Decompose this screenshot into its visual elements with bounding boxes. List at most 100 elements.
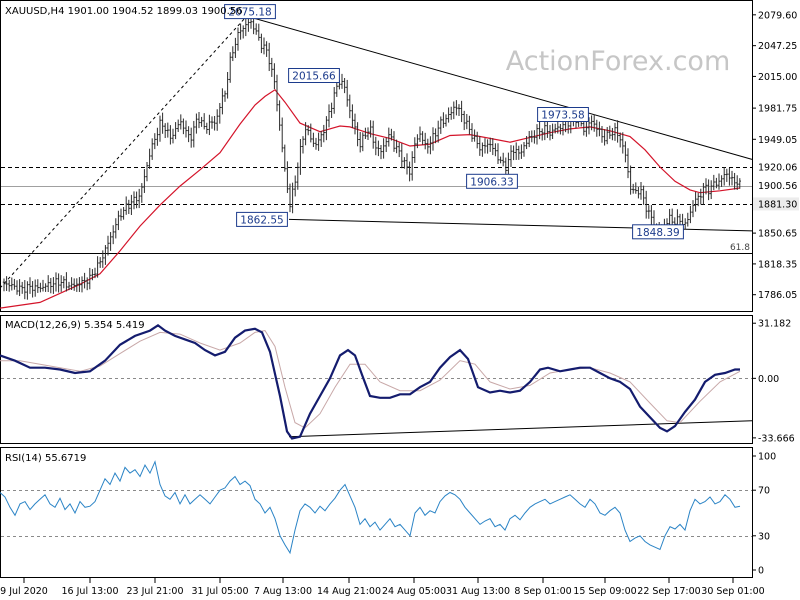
price-bar [702, 182, 705, 205]
price-bar [351, 104, 354, 128]
price-bar [80, 276, 84, 293]
y-tick-label: 1949.05 [758, 135, 797, 146]
price-bar [138, 188, 141, 209]
price-bar [119, 208, 123, 221]
price-bar [387, 127, 390, 147]
price-bar [426, 138, 429, 154]
price-bar [208, 114, 211, 136]
price-bar [104, 245, 107, 265]
x-tick-label: 15 Sep 09:00 [573, 586, 636, 597]
price-bar [99, 257, 102, 268]
price-bar [548, 125, 552, 141]
price-bar [689, 205, 692, 224]
price-bar [15, 280, 19, 295]
price-bar [385, 137, 388, 153]
price-bar [434, 128, 437, 144]
x-tick-label: 30 Sep 01:00 [701, 586, 764, 597]
price-bar [478, 135, 481, 156]
price-bar [260, 33, 263, 54]
price-bar [2, 278, 6, 292]
price-bar [164, 123, 167, 139]
price-bar [195, 113, 198, 134]
price-bar [535, 124, 539, 145]
y-tick-label: 1981.75 [758, 104, 797, 115]
macd-title: MACD(12,26,9) 5.354 5.419 [5, 320, 145, 331]
price-bar [13, 278, 16, 290]
price-bar [161, 112, 164, 134]
price-bar [359, 131, 362, 153]
price-bar [463, 110, 466, 131]
price-bar [140, 183, 143, 203]
y-tick-label: 1850.65 [758, 229, 797, 240]
rsi-title: RSI(14) 55.6719 [5, 453, 86, 464]
price-bar [684, 218, 687, 230]
rsi-panel [0, 447, 753, 578]
x-tick-label: 31 Aug 13:00 [446, 586, 510, 597]
price-bar [403, 157, 406, 169]
annotation-box [537, 107, 589, 122]
level-box-label: 1900.56 [758, 181, 797, 192]
price-bar [730, 170, 734, 186]
price-bar [309, 123, 312, 143]
price-bar [184, 120, 188, 138]
price-bar [442, 112, 445, 128]
price-bar [236, 27, 240, 51]
y-tick-label: 1818.35 [758, 259, 797, 270]
annotation-box [224, 4, 276, 20]
x-tick-label: 16 Jul 13:00 [62, 586, 119, 597]
price-bar [221, 88, 224, 115]
price-bar [364, 127, 367, 140]
trendline-1 [253, 17, 753, 160]
price-bar [444, 114, 448, 127]
price-bar [317, 132, 320, 151]
price-bar [130, 194, 133, 216]
price-bar [374, 136, 377, 156]
price-bar [177, 119, 180, 132]
price-bar [174, 122, 177, 140]
price-bar [166, 122, 169, 138]
price-bar [218, 102, 221, 124]
price-bar [187, 126, 190, 143]
price-bar [239, 23, 242, 40]
price-bar [509, 145, 513, 167]
macd-trendline-0 [288, 420, 753, 438]
price-bar [530, 130, 533, 143]
price-bar [413, 137, 416, 163]
annotation-4: 1862.55 [236, 211, 288, 227]
price-bar [538, 121, 541, 140]
annotation-box [632, 224, 684, 240]
price-bar [47, 275, 50, 293]
price-bar [158, 115, 162, 142]
price-bar [213, 116, 216, 131]
price-bar [598, 121, 601, 137]
price-bar [268, 42, 271, 72]
price-bar [34, 279, 37, 297]
price-bar [247, 17, 250, 32]
price-bar [608, 125, 611, 139]
price-bar [106, 235, 110, 256]
price-bar [595, 119, 598, 137]
price-annotations: 2075.18 2015.66 1973.58 1906.33 1862.55 1848.… [224, 4, 750, 253]
rsi-y-tick-label: 30 [758, 531, 770, 542]
price-bar [112, 225, 115, 245]
price-bar [192, 120, 195, 148]
price-bar [75, 278, 78, 292]
price-bar [379, 144, 383, 160]
price-bar [223, 90, 227, 102]
price-bar [460, 100, 463, 123]
price-bar [101, 250, 104, 268]
price-bar [304, 122, 307, 146]
price-bar [294, 175, 297, 197]
trendline-0 [0, 12, 251, 289]
price-bar [517, 145, 520, 160]
price-bar [171, 128, 175, 144]
price-panel [0, 0, 753, 312]
price-bar [720, 175, 723, 187]
price-bar [447, 107, 450, 123]
price-bar [330, 102, 333, 118]
price-bar [346, 79, 349, 107]
level-box-bg [753, 160, 799, 174]
rsi-y-axis: 100 70 30 0 [752, 452, 776, 577]
price-bar [606, 127, 609, 145]
